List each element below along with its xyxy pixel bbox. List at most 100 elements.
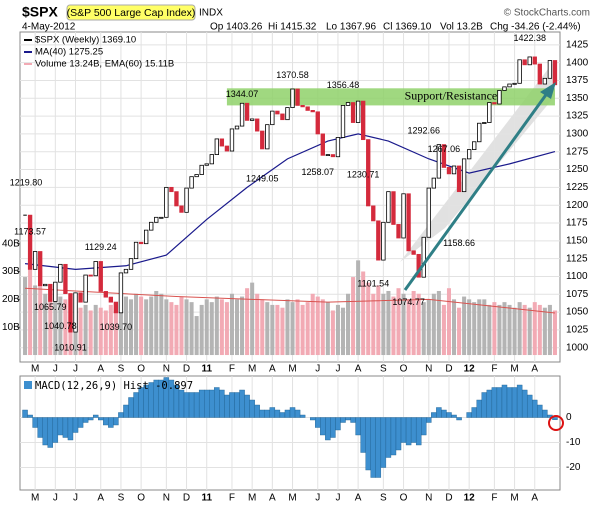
volume-bar: [396, 288, 401, 356]
macd-bar: [279, 412, 286, 418]
candle: [537, 63, 542, 85]
volume-bar: [340, 307, 346, 356]
macd-bar: [57, 417, 64, 436]
macd-highlight: [548, 415, 564, 431]
macd-bar: [516, 384, 523, 418]
price-panel: [19, 31, 561, 363]
legend-entry: $SPX (Weekly) 1369.10: [35, 35, 136, 46]
quote-item: Cl 1369.10: [383, 22, 432, 33]
macd-bar: [400, 417, 407, 443]
candle: [68, 293, 73, 333]
macd-tick-label: 0: [566, 412, 572, 423]
macd-bar: [188, 392, 195, 418]
macd-bar: [118, 412, 124, 418]
volume-bar: [371, 293, 376, 356]
volume-bar: [219, 299, 224, 356]
volume-bar: [113, 307, 118, 356]
candle: [340, 105, 346, 138]
x-tick-label: O: [400, 493, 408, 504]
y-tick-label: 1400: [566, 57, 589, 68]
candle: [53, 281, 58, 302]
candle: [78, 292, 83, 303]
x-tick-label: N: [425, 493, 432, 504]
macd-bar: [67, 417, 74, 441]
candle: [421, 236, 426, 278]
candle: [98, 261, 103, 292]
candle: [547, 60, 553, 79]
candle: [401, 193, 406, 239]
candle: [108, 296, 114, 303]
volume-bar: [28, 263, 33, 356]
volume-bar: [482, 299, 487, 356]
macd-bar: [32, 417, 38, 428]
macd-bar: [309, 417, 316, 421]
candle: [144, 229, 149, 245]
candle: [270, 110, 275, 126]
candle: [482, 122, 487, 124]
volume-bar: [255, 293, 260, 356]
x-tick-label: D: [183, 493, 190, 504]
x-tick-label: S: [380, 493, 387, 504]
volume-bar: [134, 293, 139, 356]
candle: [310, 110, 315, 113]
candle: [497, 90, 502, 105]
y-tick-label: 1075: [566, 289, 589, 300]
y-tick-label: 1100: [566, 271, 588, 282]
candle: [38, 251, 43, 287]
volume-bar: [366, 282, 371, 356]
x-tick-label: A: [531, 493, 538, 504]
x-tick-label: D: [445, 493, 452, 504]
y-tick-label: 1275: [566, 146, 589, 157]
volume-bar: [497, 304, 502, 356]
y-tick-label: 1350: [566, 93, 589, 104]
macd-bar: [22, 409, 28, 418]
volume-bar: [83, 304, 88, 356]
macd-bar: [128, 397, 134, 418]
macd-bar: [446, 412, 452, 418]
trend-arrow-head: [540, 82, 556, 99]
macd-legend: MACD(12,26,9) Hist -0.897: [35, 380, 193, 392]
candle: [542, 77, 548, 85]
candle: [507, 83, 512, 88]
x-tick-label: J: [73, 493, 78, 504]
volume-tick-label: 30B: [2, 266, 20, 277]
macd-bar: [259, 409, 265, 418]
band-label: Support/Resistance: [405, 89, 498, 103]
macd-bar: [198, 389, 205, 418]
macd-bar: [552, 417, 558, 420]
price-annotation: 1074.77: [392, 297, 425, 307]
volume-bar: [98, 307, 103, 356]
candle: [477, 122, 482, 143]
volume-bar: [406, 299, 411, 356]
price-annotation: 1065.79: [34, 302, 67, 312]
candle: [472, 141, 477, 151]
volume-bar: [411, 290, 416, 356]
macd-bar: [47, 417, 54, 448]
macd-bar: [234, 392, 240, 418]
volume-bar: [159, 293, 164, 356]
volume-bar: [552, 310, 557, 356]
quote-item: Op 1403.26: [210, 22, 263, 33]
macd-bar: [214, 387, 220, 418]
volume-bar: [315, 296, 320, 356]
volume-bar: [351, 277, 356, 356]
x-tick-label: D: [445, 364, 452, 375]
macd-bar: [486, 389, 493, 418]
volume-bar: [275, 304, 280, 356]
macd-bar: [370, 417, 376, 478]
volume-tick-label: 20B: [2, 294, 20, 305]
support-band: [226, 88, 555, 106]
macd-bar: [436, 407, 442, 418]
candle: [350, 102, 356, 123]
volume-bar: [204, 299, 209, 356]
candle: [118, 272, 124, 314]
macd-bar: [87, 417, 94, 421]
y-tick-label: 1200: [566, 200, 589, 211]
volume-bar: [285, 299, 290, 356]
volume-bar: [386, 290, 391, 356]
volume-bar: [154, 290, 159, 356]
volume-bar: [48, 288, 53, 356]
volume-bar: [214, 296, 219, 356]
legend-swatch: [24, 51, 32, 53]
